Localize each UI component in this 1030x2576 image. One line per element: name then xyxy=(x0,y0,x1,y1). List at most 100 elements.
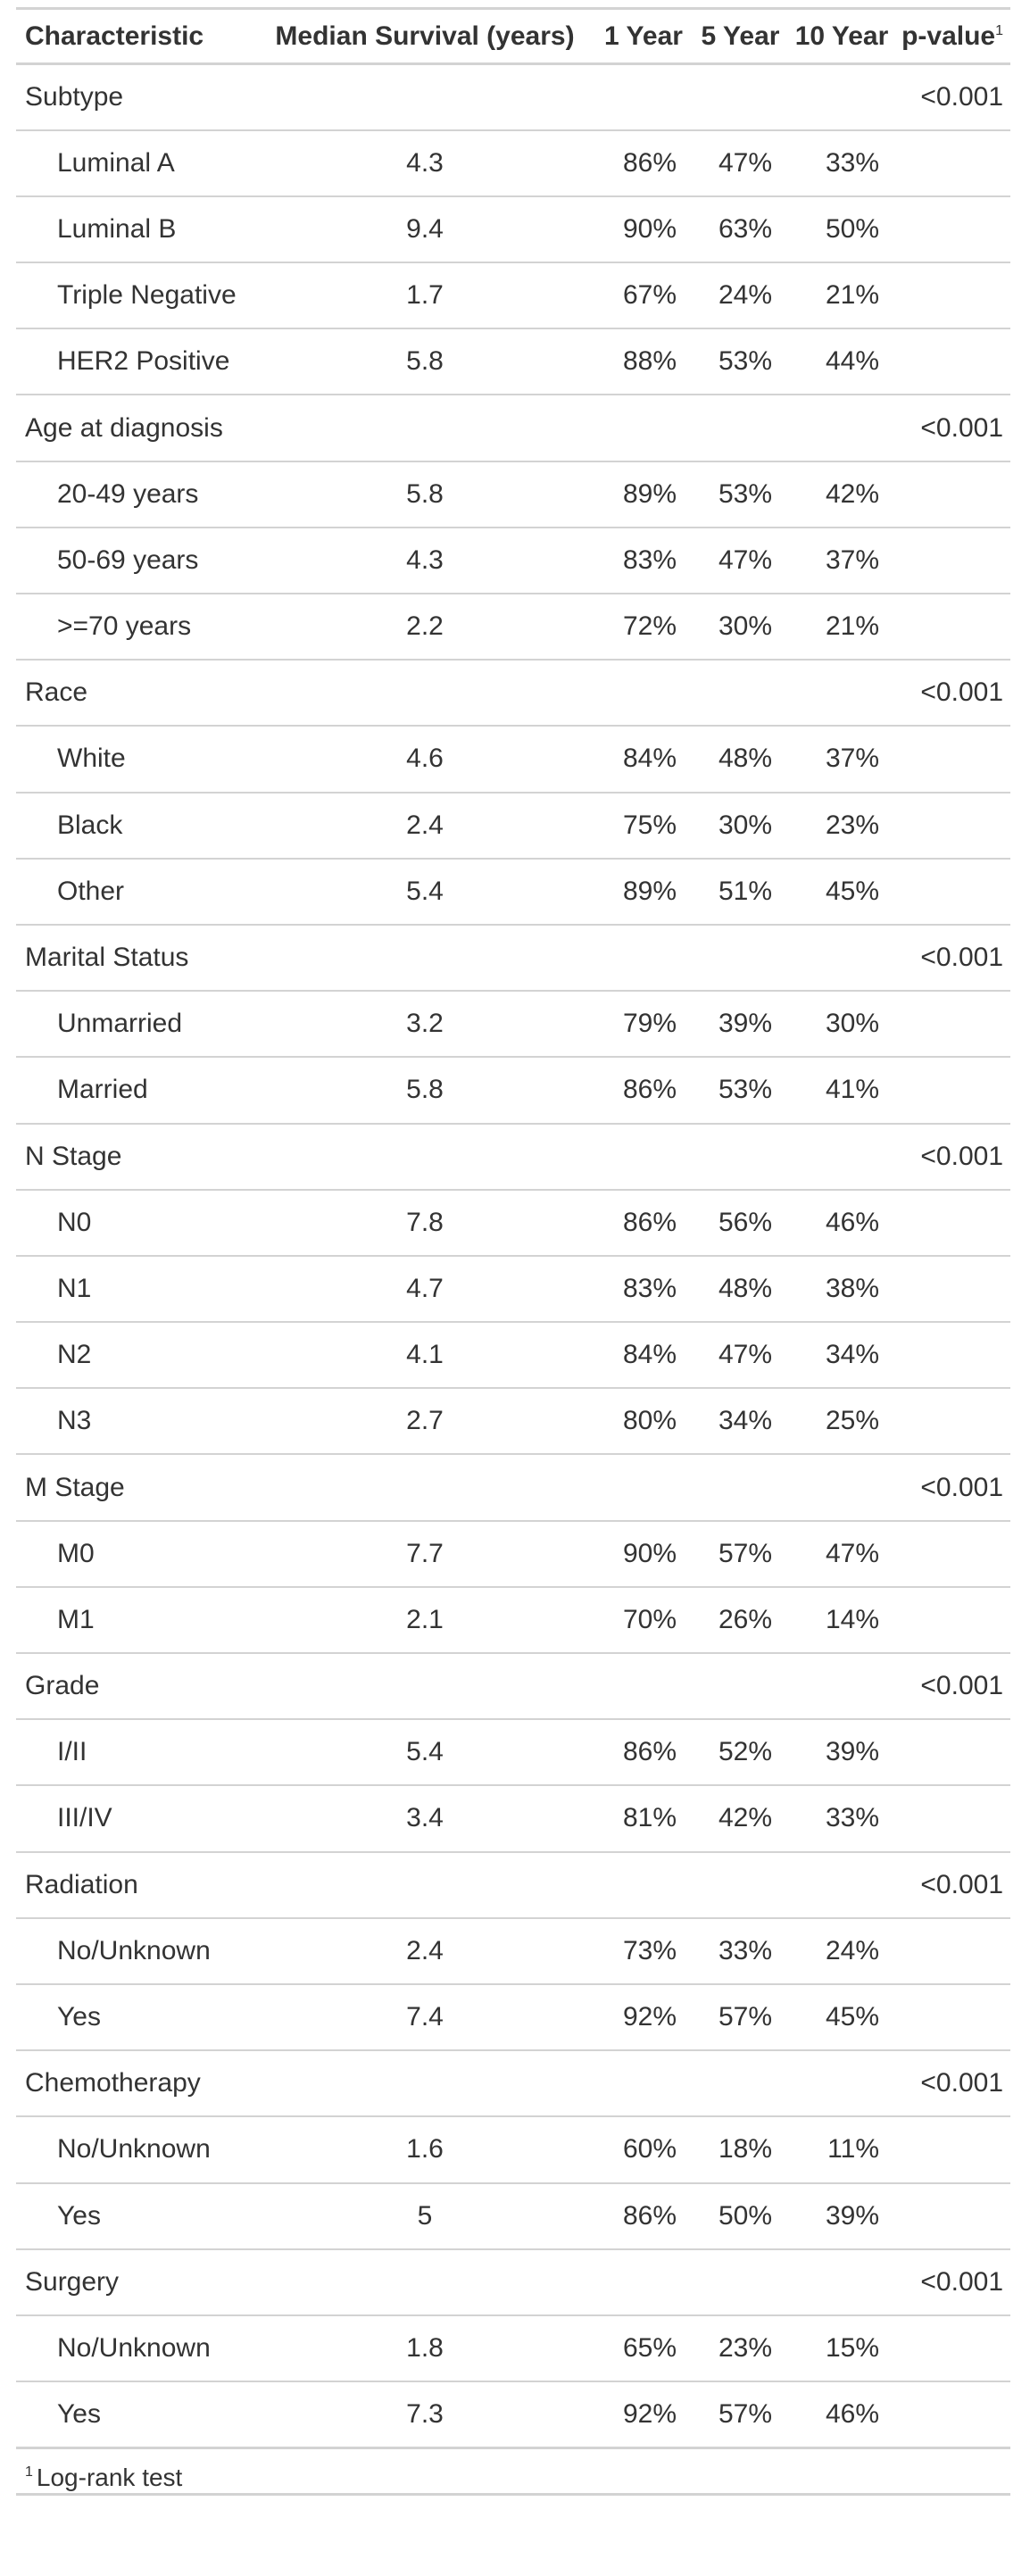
median-survival-cell: 2.2 xyxy=(255,594,594,661)
table-row: No/Unknown 2.4 73% 33% 24% xyxy=(16,1917,1010,1985)
table-row: I/II 5.4 86% 52% 39% xyxy=(16,1719,1010,1787)
table-row: Black 2.4 75% 30% 23% xyxy=(16,792,1010,860)
survival-1-year-cell: 83% xyxy=(594,527,693,595)
survival-1-year-cell: 86% xyxy=(594,1057,693,1125)
median-survival-cell xyxy=(255,1851,594,1919)
survival-10-year-cell: 42% xyxy=(788,461,895,528)
median-survival-cell xyxy=(255,63,594,131)
p-value-cell xyxy=(895,991,1010,1059)
survival-10-year-cell: 24% xyxy=(788,1917,895,1985)
survival-1-year-cell: 75% xyxy=(594,792,693,860)
median-survival-cell: 9.4 xyxy=(255,195,594,264)
survival-10-year-cell: 23% xyxy=(788,792,895,860)
survival-5-year-cell xyxy=(693,1851,788,1919)
median-survival-cell: 1.7 xyxy=(255,262,594,330)
p-value-cell xyxy=(895,726,1010,794)
survival-10-year-cell xyxy=(788,395,895,462)
table-row: 20-49 years 5.8 89% 53% 42% xyxy=(16,461,1010,528)
survival-table-container: Characteristic Median Survival (years) 1… xyxy=(16,7,1010,2496)
median-survival-cell xyxy=(255,1123,594,1191)
p-value-cell xyxy=(895,2314,1010,2383)
survival-1-year-cell: 88% xyxy=(594,328,693,396)
median-survival-cell: 7.8 xyxy=(255,1189,594,1257)
median-survival-cell: 4.3 xyxy=(255,129,594,197)
median-survival-cell: 3.2 xyxy=(255,991,594,1059)
survival-5-year-cell: 52% xyxy=(693,1719,788,1787)
median-survival-cell: 4.3 xyxy=(255,527,594,595)
survival-10-year-cell: 39% xyxy=(788,1719,895,1787)
header-row: Characteristic Median Survival (years) 1… xyxy=(16,7,1010,65)
survival-10-year-cell: 39% xyxy=(788,2182,895,2250)
p-value-cell xyxy=(895,1057,1010,1125)
footnote-text: Log-rank test xyxy=(36,2463,183,2491)
p-value-cell: <0.001 xyxy=(895,395,1010,462)
table-group-row: Radiation <0.001 xyxy=(16,1851,1010,1919)
survival-10-year-cell: 41% xyxy=(788,1057,895,1125)
p-value-cell xyxy=(895,461,1010,528)
table-row: HER2 Positive 5.8 88% 53% 44% xyxy=(16,328,1010,396)
table-group-row: M Stage <0.001 xyxy=(16,1454,1010,1522)
survival-1-year-cell: 89% xyxy=(594,858,693,926)
survival-10-year-cell: 45% xyxy=(788,1983,895,2052)
median-survival-cell xyxy=(255,1653,594,1721)
survival-10-year-cell xyxy=(788,1851,895,1919)
table-group-row: Age at diagnosis <0.001 xyxy=(16,395,1010,462)
p-value-cell: <0.001 xyxy=(895,2248,1010,2316)
survival-1-year-cell: 90% xyxy=(594,195,693,264)
survival-1-year-cell: 72% xyxy=(594,594,693,661)
table-row: N0 7.8 86% 56% 46% xyxy=(16,1189,1010,1257)
p-value-cell: <0.001 xyxy=(895,1454,1010,1522)
table-row: White 4.6 84% 48% 37% xyxy=(16,726,1010,794)
table-row: M1 2.1 70% 26% 14% xyxy=(16,1586,1010,1655)
survival-1-year-cell: 86% xyxy=(594,129,693,197)
survival-10-year-cell: 33% xyxy=(788,129,895,197)
table-body: Subtype <0.001 Luminal A 4.3 86% 47% 33% Lumina… xyxy=(16,63,1010,2449)
survival-10-year-cell: 33% xyxy=(788,1785,895,1853)
row-label: White xyxy=(16,726,255,794)
p-value-cell xyxy=(895,2381,1010,2449)
median-survival-cell: 2.4 xyxy=(255,1917,594,1985)
table-footnote: 1 Log-rank test xyxy=(16,2449,1010,2496)
row-label: Other xyxy=(16,858,255,926)
median-survival-cell: 5.4 xyxy=(255,858,594,926)
p-value-cell xyxy=(895,858,1010,926)
survival-5-year-cell: 39% xyxy=(693,991,788,1059)
median-survival-cell: 5.8 xyxy=(255,1057,594,1125)
row-label: No/Unknown xyxy=(16,1917,255,1985)
survival-5-year-cell: 30% xyxy=(693,594,788,661)
header-median-survival: Median Survival (years) xyxy=(255,7,594,65)
p-value-cell xyxy=(895,1322,1010,1390)
table-row: Married 5.8 86% 53% 41% xyxy=(16,1057,1010,1125)
survival-5-year-cell xyxy=(693,2050,788,2118)
survival-1-year-cell xyxy=(594,1851,693,1919)
survival-1-year-cell: 86% xyxy=(594,2182,693,2250)
survival-5-year-cell xyxy=(693,63,788,131)
survival-5-year-cell: 53% xyxy=(693,328,788,396)
survival-5-year-cell xyxy=(693,395,788,462)
median-survival-cell: 2.4 xyxy=(255,792,594,860)
median-survival-cell: 1.6 xyxy=(255,2116,594,2184)
p-value-cell xyxy=(895,262,1010,330)
p-value-cell: <0.001 xyxy=(895,660,1010,727)
p-value-cell xyxy=(895,1917,1010,1985)
table-group-row: Grade <0.001 xyxy=(16,1653,1010,1721)
survival-10-year-cell xyxy=(788,63,895,131)
header-characteristic: Characteristic xyxy=(16,7,255,65)
survival-1-year-cell: 60% xyxy=(594,2116,693,2184)
p-value-cell xyxy=(895,1586,1010,1655)
table-row: 50-69 years 4.3 83% 47% 37% xyxy=(16,527,1010,595)
survival-5-year-cell xyxy=(693,1653,788,1721)
survival-1-year-cell xyxy=(594,660,693,727)
row-label: Subtype xyxy=(16,63,255,131)
survival-1-year-cell: 70% xyxy=(594,1586,693,1655)
row-label: Age at diagnosis xyxy=(16,395,255,462)
survival-1-year-cell xyxy=(594,63,693,131)
survival-1-year-cell: 90% xyxy=(594,1520,693,1588)
table-row: N1 4.7 83% 48% 38% xyxy=(16,1255,1010,1324)
survival-5-year-cell: 48% xyxy=(693,726,788,794)
table-row: Other 5.4 89% 51% 45% xyxy=(16,858,1010,926)
row-label: Luminal A xyxy=(16,129,255,197)
row-label: N1 xyxy=(16,1255,255,1324)
p-value-cell xyxy=(895,1388,1010,1456)
table-group-row: Race <0.001 xyxy=(16,660,1010,727)
